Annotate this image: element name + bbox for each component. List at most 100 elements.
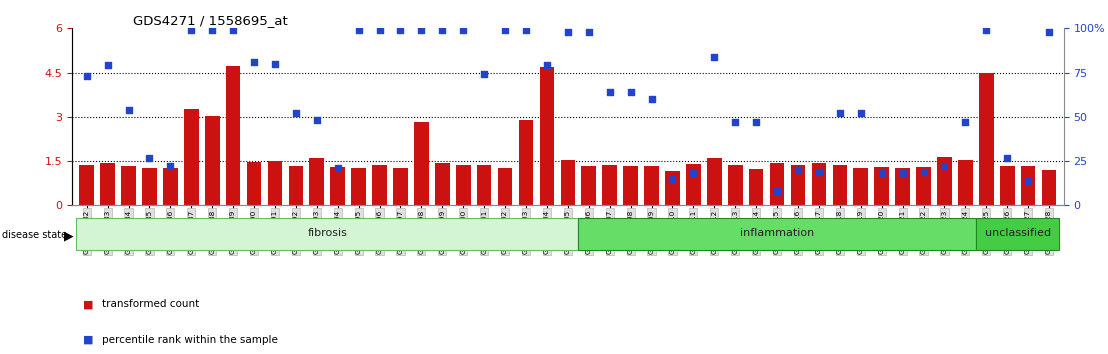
Point (1019, 178, 1037, 183)
Bar (80, 166, 94, 205)
Bar (247, 162, 261, 205)
Point (224, 27, 242, 33)
Bar (895, 168, 910, 205)
Bar (1020, 166, 1036, 205)
Point (266, 61, 284, 67)
Point (1040, 29, 1058, 35)
Bar (686, 164, 700, 205)
Bar (226, 66, 240, 205)
Point (204, 27, 222, 33)
Bar (707, 158, 721, 205)
Bar (976, 218, 1059, 250)
Bar (435, 164, 450, 205)
Point (935, 164, 953, 169)
Bar (184, 109, 198, 205)
Point (517, 27, 535, 33)
Point (141, 155, 158, 160)
Point (914, 169, 932, 175)
Text: GDS4271 / 1558695_at: GDS4271 / 1558695_at (133, 14, 288, 27)
Bar (76, 218, 578, 250)
Point (706, 54, 724, 59)
Point (579, 29, 597, 35)
Bar (455, 165, 471, 205)
Bar (811, 162, 827, 205)
Point (475, 72, 493, 77)
Point (560, 29, 577, 35)
Bar (728, 165, 742, 205)
Point (391, 27, 409, 33)
Bar (540, 67, 554, 205)
Bar (414, 122, 429, 205)
Point (977, 27, 995, 33)
Text: transformed count: transformed count (102, 299, 199, 309)
Point (99, 63, 116, 68)
Bar (288, 166, 304, 205)
Point (308, 118, 326, 123)
Point (120, 107, 137, 113)
Bar (497, 168, 512, 205)
Point (998, 155, 1016, 160)
Text: ▶: ▶ (64, 229, 74, 242)
Point (538, 63, 556, 68)
Bar (163, 168, 177, 205)
Bar (644, 166, 659, 205)
Bar (121, 166, 136, 205)
Bar (770, 164, 784, 205)
Bar (582, 166, 596, 205)
Point (78, 73, 95, 79)
Point (894, 171, 912, 176)
Point (622, 89, 639, 95)
Bar (309, 158, 325, 205)
Bar (916, 167, 931, 205)
Bar (578, 218, 976, 250)
Point (747, 119, 765, 125)
Point (601, 89, 618, 95)
Bar (624, 166, 638, 205)
Bar (142, 167, 156, 205)
Bar (100, 164, 115, 205)
Bar (519, 120, 533, 205)
Point (183, 27, 201, 33)
Point (852, 110, 870, 116)
Point (496, 27, 514, 33)
Bar (268, 161, 283, 205)
Bar (351, 169, 366, 205)
Bar (372, 165, 387, 205)
Bar (1042, 170, 1056, 205)
Point (643, 96, 660, 102)
Bar (393, 168, 408, 205)
Point (873, 171, 891, 176)
Bar (874, 167, 889, 205)
Point (287, 110, 305, 116)
Point (350, 27, 368, 33)
Point (329, 165, 347, 171)
Text: inflammation: inflammation (740, 228, 814, 238)
Point (727, 119, 745, 125)
Text: percentile rank within the sample: percentile rank within the sample (102, 335, 278, 345)
Point (831, 110, 849, 116)
Bar (999, 166, 1015, 205)
Text: ■: ■ (83, 335, 93, 345)
Bar (330, 167, 345, 205)
Bar (749, 169, 763, 205)
Point (162, 164, 179, 169)
Text: ■: ■ (83, 299, 93, 309)
Point (956, 119, 974, 125)
Bar (791, 165, 806, 205)
Bar (937, 156, 952, 205)
Bar (853, 168, 868, 205)
Point (433, 27, 451, 33)
Point (371, 27, 389, 33)
Bar (665, 171, 680, 205)
Point (789, 167, 807, 173)
Bar (832, 166, 848, 205)
Bar (603, 166, 617, 205)
Bar (205, 116, 219, 205)
Text: unclassified: unclassified (985, 228, 1050, 238)
Point (454, 27, 472, 33)
Point (685, 171, 702, 176)
Bar (561, 160, 575, 205)
Text: fibrosis: fibrosis (307, 228, 347, 238)
Bar (958, 160, 973, 205)
Bar (476, 166, 492, 205)
